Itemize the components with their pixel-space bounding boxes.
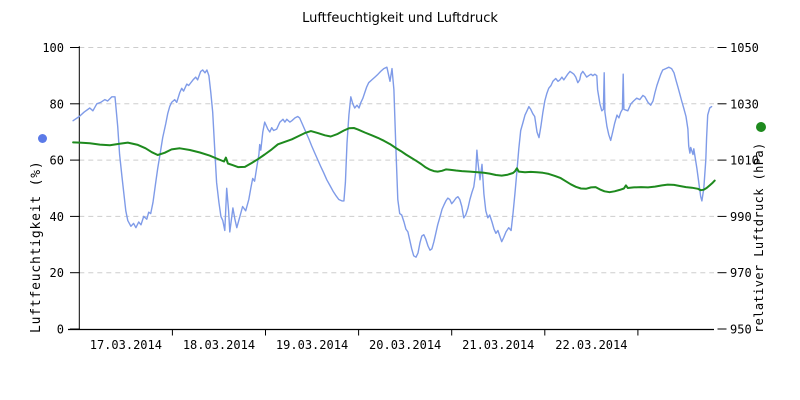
humidity-legend-dot — [38, 134, 47, 143]
left-tick-label: 100 — [42, 41, 64, 55]
right-tick-label: 1010 — [730, 154, 759, 168]
chart-title: Luftfeuchtigkeit und Luftdruck — [302, 11, 498, 26]
left-tick-label: 0 — [57, 323, 64, 337]
right-axis-label: relativer Luftdruck (hPa) — [752, 142, 766, 333]
x-tick-label: 21.03.2014 — [462, 338, 534, 352]
x-tick-label: 22.03.2014 — [555, 338, 627, 352]
left-tick-label: 60 — [50, 154, 64, 168]
right-tick-label: 950 — [730, 323, 752, 337]
right-tick-label: 1030 — [730, 97, 759, 111]
x-tick-label: 20.03.2014 — [369, 338, 441, 352]
pressure-legend-dot — [756, 122, 766, 132]
x-tick-label: 17.03.2014 — [90, 338, 162, 352]
right-tick-label: 970 — [730, 266, 752, 280]
left-tick-label: 40 — [50, 210, 64, 224]
left-tick-label: 80 — [50, 97, 64, 111]
right-tick-label: 990 — [730, 210, 752, 224]
x-tick-label: 18.03.2014 — [183, 338, 255, 352]
right-tick-label: 1050 — [730, 41, 759, 55]
pressure-series-line — [72, 127, 716, 194]
humidity-series-line — [72, 66, 713, 258]
left-axis-label: Luftfeuchtigkeit (%) — [29, 160, 44, 333]
x-tick-label: 19.03.2014 — [276, 338, 348, 352]
left-tick-label: 20 — [50, 266, 64, 280]
